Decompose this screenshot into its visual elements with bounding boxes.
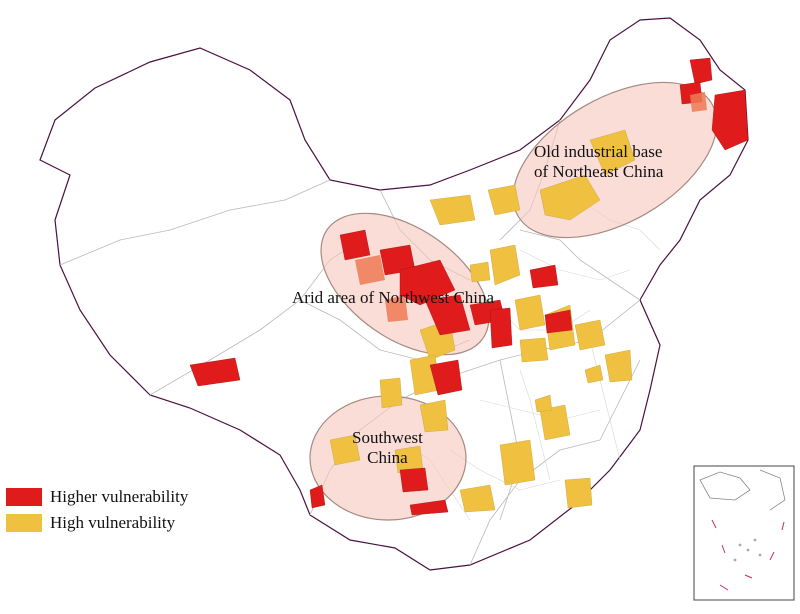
legend-label-high: High vulnerability xyxy=(50,513,176,532)
label-northeast-line2: of Northeast China xyxy=(534,162,664,181)
legend-item-higher: Higher vulnerability xyxy=(6,484,188,510)
label-southwest: Southwest China xyxy=(352,428,423,468)
label-northeast: Old industrial base of Northeast China xyxy=(534,142,663,182)
label-northeast-line1: Old industrial base xyxy=(534,142,663,161)
overlap-areas xyxy=(355,92,707,322)
label-southwest-line2: China xyxy=(367,448,408,467)
label-northwest: Arid area of Northwest China xyxy=(292,288,494,308)
legend-swatch-higher xyxy=(6,488,42,506)
legend: Higher vulnerability High vulnerability xyxy=(6,484,188,536)
legend-label-higher: Higher vulnerability xyxy=(50,487,189,506)
label-northwest-line1: Arid area of Northwest China xyxy=(292,288,495,307)
label-southwest-line1: Southwest xyxy=(352,428,423,447)
legend-swatch-high xyxy=(6,514,42,532)
legend-item-high: High vulnerability xyxy=(6,510,188,536)
south-china-sea-inset xyxy=(693,465,795,601)
higher-vulnerability-areas xyxy=(189,57,749,516)
